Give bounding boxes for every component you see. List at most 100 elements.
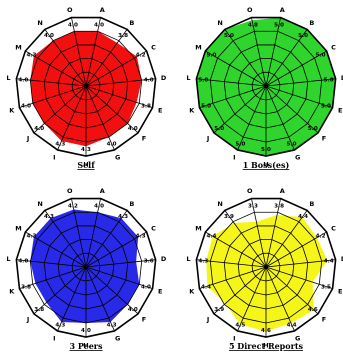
value-label: 5.0: [287, 142, 297, 148]
axis-label: E: [158, 287, 162, 295]
value-label: 5.0: [235, 142, 245, 148]
axis-label: A: [100, 187, 105, 195]
value-label: 3.8: [34, 307, 44, 313]
axis-label: F: [322, 134, 326, 142]
axis-label: O: [247, 6, 253, 14]
value-label: 4.6: [261, 328, 271, 334]
axis-label: J: [26, 315, 29, 323]
axis-label: K: [189, 287, 195, 295]
value-label: 5.0: [321, 103, 331, 109]
chart-caption: Self: [77, 160, 95, 170]
value-label: 5.0: [198, 77, 208, 83]
axis-label: J: [206, 315, 209, 323]
value-label: 3.9: [214, 307, 224, 313]
axis-label: N: [217, 19, 222, 27]
value-label: 4.0: [18, 258, 28, 264]
value-label: 4.5: [235, 323, 245, 329]
value-label: 3.5: [321, 284, 331, 290]
axis-label: B: [129, 200, 134, 208]
center-dot: [84, 265, 88, 269]
radar-chart-1: A B C D E F G H I J K L M N O 4.0 3.8 4.2 4.0 3.8 4.0 4.0 4.3 4…: [6, 6, 167, 170]
value-label: 4.3: [26, 53, 36, 59]
value-label: 5.0: [308, 126, 318, 132]
radar-chart-3: ABCDEFGHIJKLMNO4.04.34.33.64.04.04.34.04…: [6, 187, 167, 351]
value-label: 4.4: [298, 214, 308, 220]
axis-label: F: [322, 315, 326, 323]
chart-caption: 1 Boss(es): [243, 160, 290, 170]
center-dot: [84, 84, 88, 88]
axis-label: I: [53, 335, 55, 343]
value-label: 4.3: [55, 142, 65, 148]
axis-label: C: [151, 43, 156, 51]
value-label: 4.0: [21, 103, 31, 109]
value-label: 4.0: [68, 22, 78, 28]
value-label: 4.2: [136, 53, 146, 59]
axis-label: G: [115, 154, 120, 162]
axis-label: M: [195, 224, 201, 232]
value-label: 4.3: [44, 214, 54, 220]
value-label: 4.6: [308, 307, 318, 313]
axis-label: C: [151, 224, 156, 232]
value-label: 4.0: [18, 77, 28, 83]
axis-label: I: [53, 154, 55, 162]
axis-label: E: [338, 287, 342, 295]
center-dot: [264, 84, 268, 88]
axis-label: F: [142, 315, 146, 323]
value-label: 4.0: [128, 307, 138, 313]
radar-chart-4: A B C D E F G H I J K L M N O 3.8 4.4 4.2 4.4 3.5 4.6 4.4 4.6 4…: [186, 187, 343, 351]
value-label: 4.4: [201, 284, 211, 290]
axis-label: M: [195, 43, 201, 51]
value-label: 3.3: [248, 203, 258, 209]
axis-label: E: [338, 106, 342, 114]
value-label: 5.0: [206, 53, 216, 59]
axis-label: N: [217, 200, 222, 208]
value-label: 5.0: [298, 33, 308, 39]
axis-label: C: [331, 43, 336, 51]
radar-chart-2: A B C D E F G H I J K L M N O 5.0 5.0 5.0 5.0 5.0 5.0 5.0 5.0 5…: [186, 6, 343, 170]
axis-label: D: [161, 74, 167, 82]
axis-label: G: [295, 154, 300, 162]
value-label: 4.4: [287, 323, 297, 329]
value-label: 4.0: [94, 22, 104, 28]
value-label: 4.0: [81, 328, 91, 334]
value-label: 4.0: [44, 33, 54, 39]
axis-label: F: [142, 134, 146, 142]
value-label: 4.8: [248, 22, 258, 28]
value-label: 3.8: [118, 33, 128, 39]
axis-label: O: [247, 187, 253, 195]
axis-label: I: [233, 154, 235, 162]
value-label: 5.0: [316, 53, 326, 59]
axis-label: B: [129, 19, 134, 27]
axis-label: B: [309, 200, 314, 208]
axis-label: B: [309, 19, 314, 27]
axis-label: L: [186, 74, 190, 82]
axis-label: L: [6, 74, 10, 82]
center-dot: [264, 265, 268, 269]
value-label: 5.0: [201, 103, 211, 109]
value-label: 4.3: [136, 234, 146, 240]
value-label: 4.0: [34, 126, 44, 132]
value-label: 4.0: [94, 203, 104, 209]
value-label: 4.3: [107, 323, 117, 329]
value-label: 5.0: [274, 22, 284, 28]
axis-label: L: [6, 255, 10, 263]
axis-label: K: [9, 106, 15, 114]
axis-label: K: [9, 287, 15, 295]
axis-label: D: [161, 255, 167, 263]
axis-label: J: [206, 134, 209, 142]
value-label: 3.8: [274, 203, 284, 209]
value-label: 4.0: [141, 284, 151, 290]
axis-label: L: [186, 255, 190, 263]
axis-label: A: [280, 187, 285, 195]
value-label: 3.6: [144, 258, 154, 264]
axis-label: O: [67, 187, 73, 195]
value-label: 4.0: [107, 142, 117, 148]
value-label: 4.4: [324, 258, 334, 264]
value-label: 4.4: [206, 234, 216, 240]
axis-label: A: [100, 6, 105, 14]
value-label: 3.9: [224, 214, 234, 220]
value-label: 5.0: [224, 33, 234, 39]
value-label: 4.3: [55, 323, 65, 329]
value-label: 5.0: [214, 126, 224, 132]
